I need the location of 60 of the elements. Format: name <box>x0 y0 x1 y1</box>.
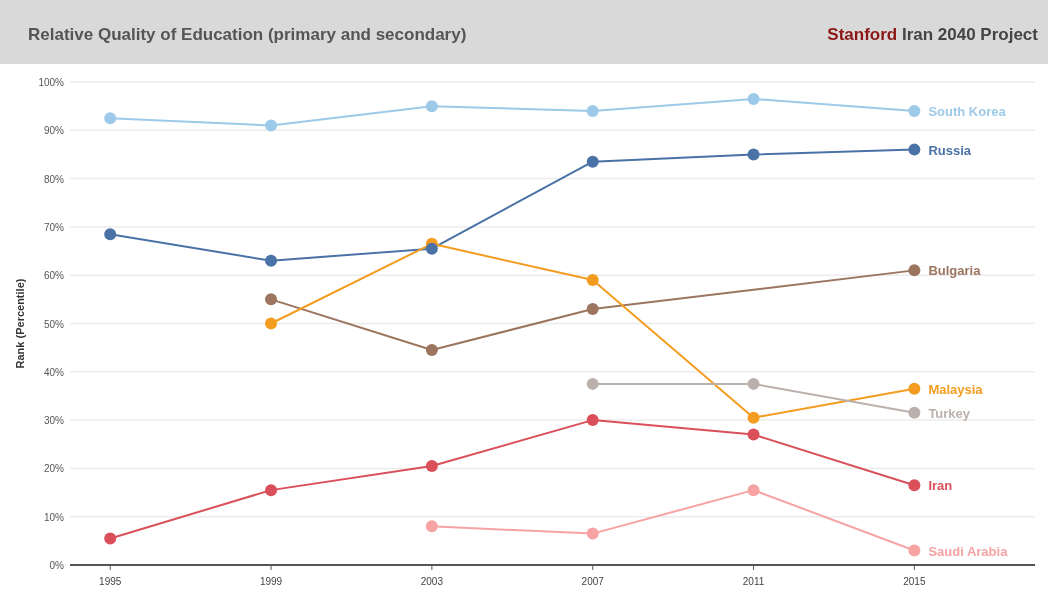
series-label: Iran <box>928 478 953 494</box>
point <box>265 254 278 267</box>
point <box>425 520 438 533</box>
y-tick-label: 10% <box>43 511 65 523</box>
point <box>104 532 117 545</box>
y-tick-label: 100% <box>38 77 65 88</box>
point <box>908 104 921 117</box>
y-tick-label: 30% <box>43 415 65 427</box>
point <box>586 414 599 427</box>
point <box>586 274 599 287</box>
point <box>908 382 921 395</box>
point <box>265 119 278 132</box>
point <box>747 148 760 161</box>
point <box>265 317 278 330</box>
point <box>104 228 117 241</box>
y-tick-label: 90% <box>43 125 65 137</box>
x-tick-label: 1999 <box>259 576 283 587</box>
y-tick-label: 70% <box>43 221 65 233</box>
point <box>908 544 921 557</box>
point <box>425 242 438 255</box>
y-tick-label: 0% <box>49 560 65 571</box>
text: Stanford Iran 2040 Project <box>827 25 1039 44</box>
point <box>747 92 760 105</box>
point <box>747 428 760 441</box>
x-tick-label: 1995 <box>99 576 122 587</box>
point <box>425 100 438 113</box>
series-label: Russia <box>928 142 972 158</box>
point <box>586 527 599 540</box>
x-tick-label: 2003 <box>420 576 444 587</box>
x-tick-label: 2007 <box>581 576 605 587</box>
point <box>104 112 117 125</box>
series-label: South Korea <box>928 103 1007 119</box>
series-label: Turkey <box>928 405 971 421</box>
point <box>265 293 278 306</box>
point <box>908 479 921 492</box>
point <box>908 143 921 156</box>
point <box>747 411 760 424</box>
point <box>747 377 760 390</box>
point <box>586 104 599 117</box>
y-tick-label: 80% <box>43 173 65 185</box>
x-tick-label: 2011 <box>742 576 765 587</box>
y-tick-label: 40% <box>43 366 65 378</box>
y-tick-label: 50% <box>43 318 65 330</box>
point <box>265 484 278 497</box>
series-label: Saudi Arabia <box>928 543 1009 559</box>
point <box>425 344 438 357</box>
y-axis-title: Rank (Percentile) <box>14 278 26 369</box>
point <box>908 406 921 419</box>
y-tick-label: 60% <box>43 270 65 282</box>
point <box>747 484 760 497</box>
y-tick-label: 20% <box>43 463 65 475</box>
chart-title: Relative Quality of Education (primary and secondary) <box>28 25 467 44</box>
point <box>586 377 599 390</box>
series-label: Malaysia <box>928 381 984 397</box>
series-label: Bulgaria <box>928 263 982 279</box>
point <box>586 155 599 168</box>
point <box>908 264 921 277</box>
point <box>425 459 438 472</box>
point <box>586 303 599 316</box>
x-tick-label: 2015 <box>903 576 926 587</box>
